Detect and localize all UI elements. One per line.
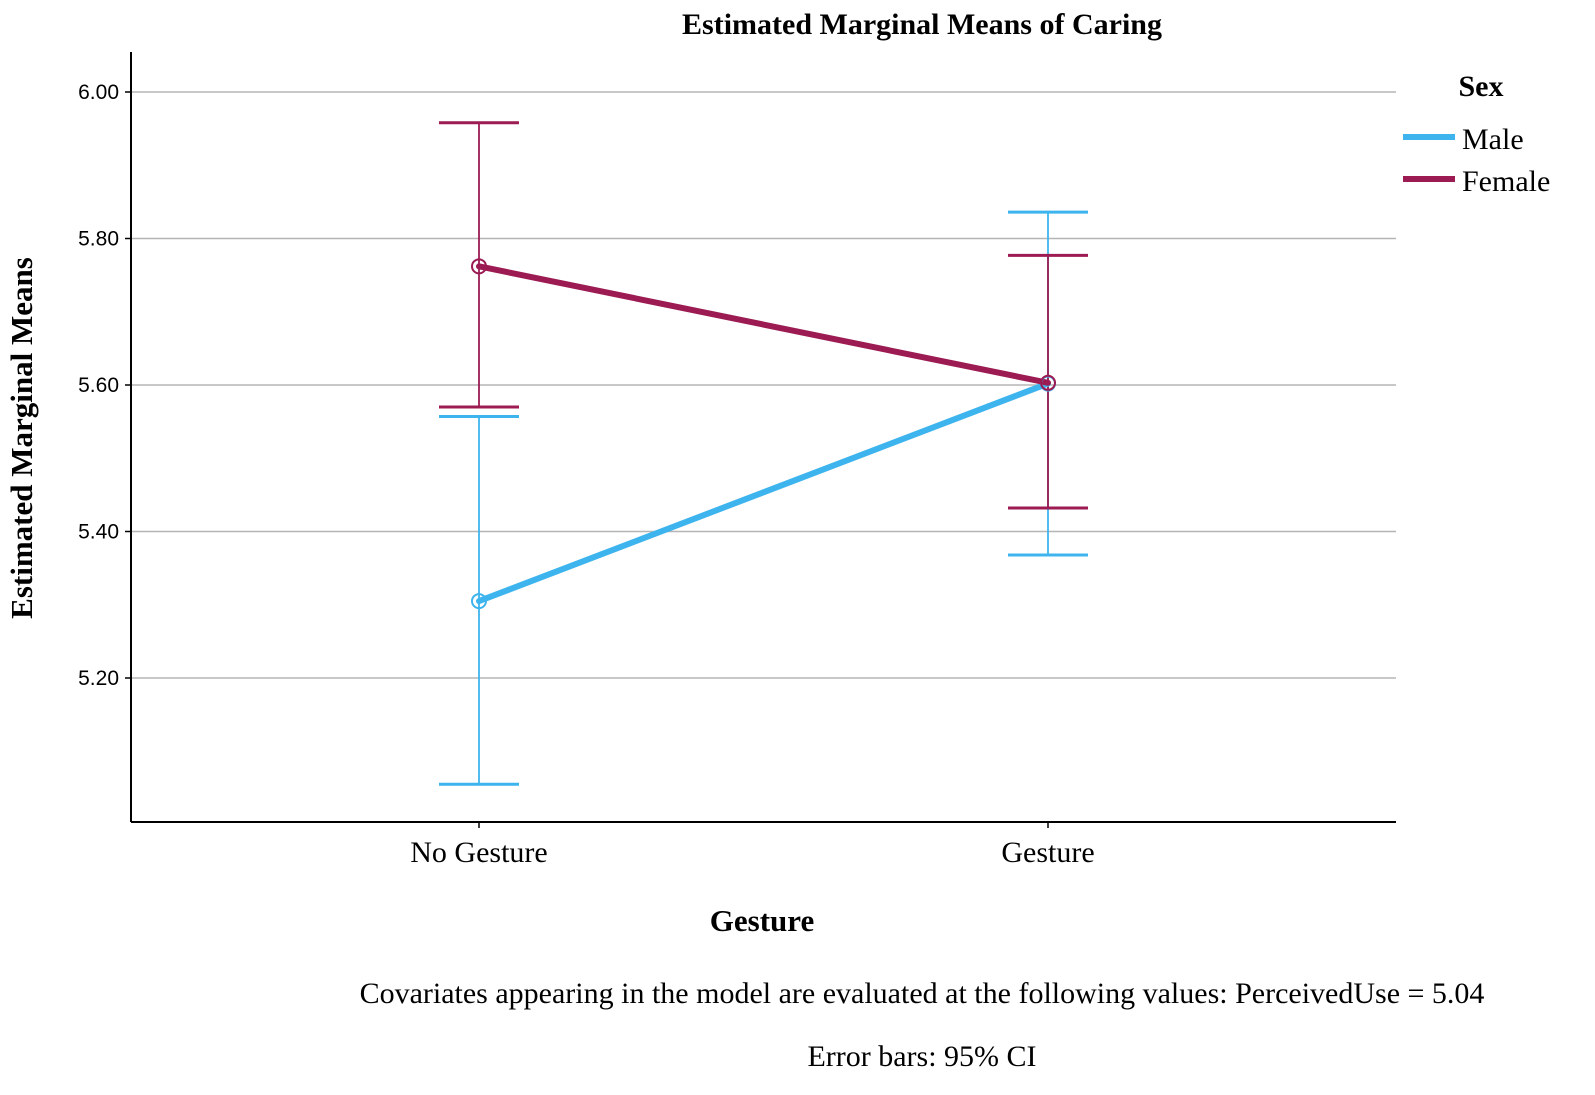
data-points <box>471 258 1056 610</box>
legend-label-female: Female <box>1462 165 1550 198</box>
series-line-male <box>476 380 1051 605</box>
x-tick-label: Gesture <box>1001 836 1094 869</box>
chart-title: Estimated Marginal Means of Caring <box>682 8 1162 41</box>
y-tick-label: 5.40 <box>78 521 119 544</box>
series-line-female <box>476 263 1051 386</box>
x-axis-ticks: No Gesture Gesture <box>410 822 1095 869</box>
legend-label-male: Male <box>1462 123 1524 156</box>
axes <box>130 52 1396 823</box>
y-axis-ticks: 5.20 5.40 5.60 5.80 6.00 <box>78 81 131 690</box>
series-lines <box>476 263 1051 605</box>
y-tick-label: 5.80 <box>78 228 119 251</box>
y-tick-label: 5.60 <box>78 374 119 397</box>
x-tick-label: No Gesture <box>410 836 547 869</box>
x-axis-title: Gesture <box>710 903 814 938</box>
y-tick-label: 5.20 <box>78 667 119 690</box>
y-axis-title: Estimated Marginal Means <box>4 257 39 619</box>
data-point-male <box>471 593 487 610</box>
data-point-female <box>1040 374 1056 391</box>
legend: Sex Male Female <box>1403 70 1550 198</box>
data-point-female <box>471 258 487 275</box>
footnote-covariates: Covariates appearing in the model are ev… <box>360 977 1485 1010</box>
legend-title: Sex <box>1459 70 1504 103</box>
error-bars <box>439 121 1088 786</box>
gridlines <box>131 91 1396 679</box>
y-tick-label: 6.00 <box>78 81 119 104</box>
footnote-error-bars: Error bars: 95% CI <box>807 1040 1036 1073</box>
